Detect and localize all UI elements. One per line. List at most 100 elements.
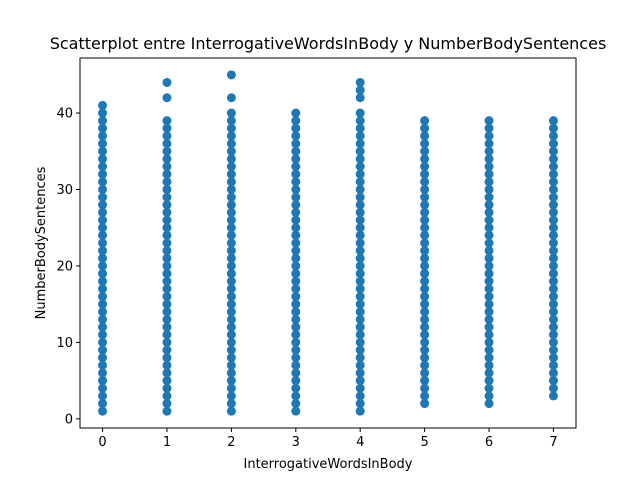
data-point: [484, 215, 494, 225]
x-tick-label: 2: [227, 435, 235, 450]
data-point: [98, 330, 108, 340]
data-point: [162, 376, 172, 386]
data-point: [98, 131, 108, 141]
data-point: [355, 253, 365, 263]
data-point: [98, 353, 108, 363]
data-point: [355, 368, 365, 378]
data-point: [548, 139, 558, 149]
data-point: [98, 200, 108, 210]
data-point: [548, 345, 558, 355]
data-point: [291, 322, 301, 332]
data-point: [355, 162, 365, 172]
data-point: [226, 314, 236, 324]
data-point: [420, 368, 430, 378]
data-point: [420, 322, 430, 332]
data-point: [226, 276, 236, 286]
data-point: [484, 322, 494, 332]
data-point: [548, 383, 558, 393]
data-point: [291, 383, 301, 393]
data-point: [226, 70, 236, 80]
data-point: [98, 207, 108, 217]
data-point: [162, 299, 172, 309]
data-point: [98, 246, 108, 256]
data-point: [226, 383, 236, 393]
data-point: [291, 116, 301, 126]
points-layer: [98, 70, 558, 416]
data-point: [355, 177, 365, 187]
data-point: [98, 269, 108, 279]
data-point: [162, 215, 172, 225]
data-point: [548, 192, 558, 202]
data-point: [420, 154, 430, 164]
data-point: [98, 307, 108, 317]
data-point: [291, 108, 301, 118]
data-point: [162, 322, 172, 332]
data-point: [162, 77, 172, 87]
data-point: [162, 383, 172, 393]
data-point: [355, 246, 365, 256]
chart-title: Scatterplot entre InterrogativeWordsInBo…: [50, 34, 607, 53]
data-point: [355, 330, 365, 340]
data-point: [162, 169, 172, 179]
data-point: [420, 207, 430, 217]
data-point: [162, 399, 172, 409]
data-point: [291, 207, 301, 217]
data-point: [291, 292, 301, 302]
data-point: [420, 215, 430, 225]
data-point: [548, 330, 558, 340]
data-point: [548, 353, 558, 363]
data-point: [162, 292, 172, 302]
data-point: [355, 207, 365, 217]
y-tick-label: 40: [56, 107, 73, 122]
data-point: [355, 85, 365, 95]
data-point: [484, 376, 494, 386]
data-point: [98, 261, 108, 271]
data-point: [548, 154, 558, 164]
data-point: [355, 353, 365, 363]
data-point: [548, 238, 558, 248]
data-point: [420, 162, 430, 172]
data-point: [355, 383, 365, 393]
data-point: [162, 337, 172, 347]
data-point: [98, 139, 108, 149]
data-point: [98, 146, 108, 156]
data-point: [226, 108, 236, 118]
data-point: [420, 184, 430, 194]
data-point: [484, 230, 494, 240]
y-tick-label: 30: [56, 183, 73, 198]
data-point: [291, 215, 301, 225]
x-tick-label: 6: [485, 435, 493, 450]
x-tick-label: 1: [163, 435, 171, 450]
x-axis-ticks: 0 1 2 3 4 5 6 7: [98, 428, 558, 450]
data-point: [355, 399, 365, 409]
data-point: [162, 314, 172, 324]
data-point: [162, 368, 172, 378]
data-point: [484, 345, 494, 355]
data-point: [420, 292, 430, 302]
data-point: [98, 123, 108, 133]
data-point: [420, 131, 430, 141]
data-point: [226, 345, 236, 355]
data-point: [162, 246, 172, 256]
data-point: [420, 139, 430, 149]
data-point: [484, 399, 494, 409]
data-point: [548, 177, 558, 187]
data-point: [484, 123, 494, 133]
data-point: [98, 322, 108, 332]
data-point: [420, 276, 430, 286]
data-point: [484, 299, 494, 309]
data-point: [355, 223, 365, 233]
data-point: [484, 314, 494, 324]
data-point: [162, 261, 172, 271]
data-point: [355, 391, 365, 401]
data-point: [548, 246, 558, 256]
data-point: [484, 154, 494, 164]
y-axis-label: NumberBodySentences: [34, 166, 49, 319]
data-point: [484, 269, 494, 279]
data-point: [420, 261, 430, 271]
data-point: [226, 207, 236, 217]
data-point: [226, 162, 236, 172]
data-point: [355, 284, 365, 294]
data-point: [420, 330, 430, 340]
